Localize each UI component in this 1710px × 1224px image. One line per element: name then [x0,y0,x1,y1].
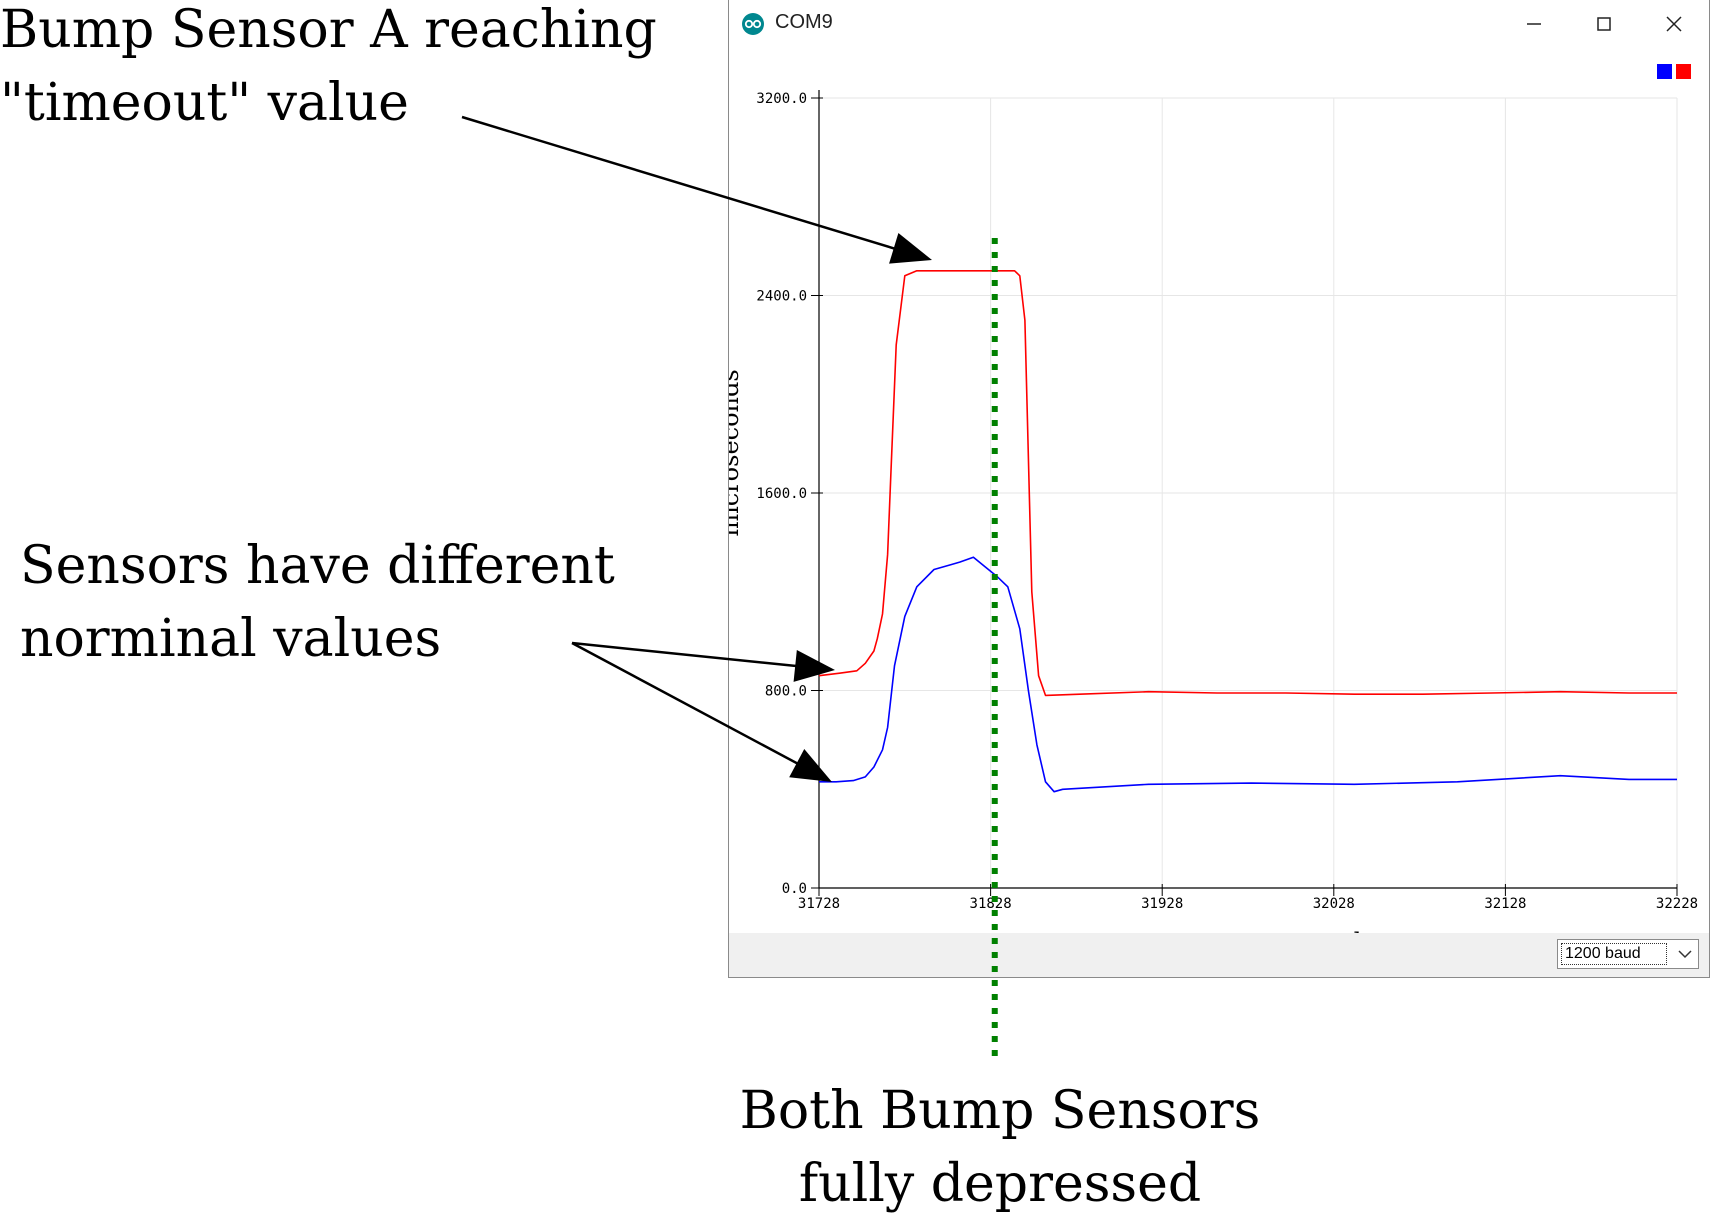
arrow-head [889,233,932,264]
y-tick-label: 2400.0 [756,289,807,305]
annotation-line: Both Bump Sensors [739,1081,1261,1141]
chevron-down-icon [1678,950,1692,959]
arrow-shaft [461,115,914,256]
annotation-line: norminal values [20,608,442,669]
annotation-timeout: Bump Sensor A reaching "timeout" value [0,0,657,140]
legend-swatch [1657,64,1672,79]
legend-swatch [1676,64,1691,79]
annotation-arrow [461,115,932,264]
x-tick-label: 31928 [1141,896,1183,912]
arrow-head [793,649,835,682]
plot-area: 0.0 800.0 1600.0 2400.0 3200.0 31728 31828 3192… [729,64,1698,912]
window-title: COM9 [775,11,833,33]
title-bar[interactable]: COM9 [729,0,1709,48]
arrow-head [789,749,832,782]
maximize-button[interactable] [1569,0,1639,48]
x-tick-label: 32228 [1656,896,1698,912]
minimize-button[interactable] [1499,0,1569,48]
arduino-infinity-icon [742,13,764,35]
close-button[interactable] [1639,0,1709,48]
annotation-arrow [571,641,832,782]
x-tick-label: 32028 [1313,896,1355,912]
series-line [818,270,1677,697]
baud-rate-value: 1200 baud [1561,943,1667,965]
y-tick-label: 1600.0 [756,486,807,502]
annotation-line: Sensors have different [20,536,615,596]
annotation-arrow [571,641,835,682]
close-icon [1666,16,1682,32]
y-tick-label: 3200.0 [756,91,807,107]
x-tick-label: 31728 [798,896,840,912]
serial-plotter-window: COM9 0.0 800.0 1600.0 2400.0 3200.0 31728 3182… [728,0,1710,978]
series-line [819,556,1677,793]
annotation-line: "timeout" value [0,72,409,133]
arrow-shaft [571,641,823,778]
minimize-icon [1527,23,1541,25]
x-tick-label: 32128 [1484,896,1526,912]
y-axis-label: microseconds [729,369,744,536]
annotation-line: fully depressed [798,1153,1202,1214]
bottom-bar: 1200 baud [729,933,1709,977]
annotation-line: Bump Sensor A reaching [0,0,657,60]
arrow-shaft [571,641,825,671]
x-tick-label: 31828 [970,896,1012,912]
annotation-nominal: Sensors have different norminal values [20,530,615,676]
y-tick-label: 800.0 [765,684,807,700]
baud-rate-select[interactable]: 1200 baud [1557,939,1699,969]
maximize-icon [1597,17,1611,31]
annotation-depressed: Both Bump Sensors fully depressed [730,1075,1270,1221]
y-tick-label: 0.0 [782,881,807,897]
